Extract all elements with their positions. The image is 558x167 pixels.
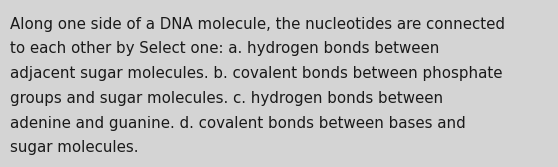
Text: adenine and guanine. d. covalent bonds between bases and: adenine and guanine. d. covalent bonds b… <box>10 116 466 131</box>
Text: to each other by Select one: a. hydrogen bonds between: to each other by Select one: a. hydrogen… <box>10 41 439 56</box>
Text: groups and sugar molecules. c. hydrogen bonds between: groups and sugar molecules. c. hydrogen … <box>10 91 443 106</box>
Text: adjacent sugar molecules. b. covalent bonds between phosphate: adjacent sugar molecules. b. covalent bo… <box>10 66 503 81</box>
Text: sugar molecules.: sugar molecules. <box>10 140 138 155</box>
Text: Along one side of a DNA molecule, the nucleotides are connected: Along one side of a DNA molecule, the nu… <box>10 17 505 32</box>
